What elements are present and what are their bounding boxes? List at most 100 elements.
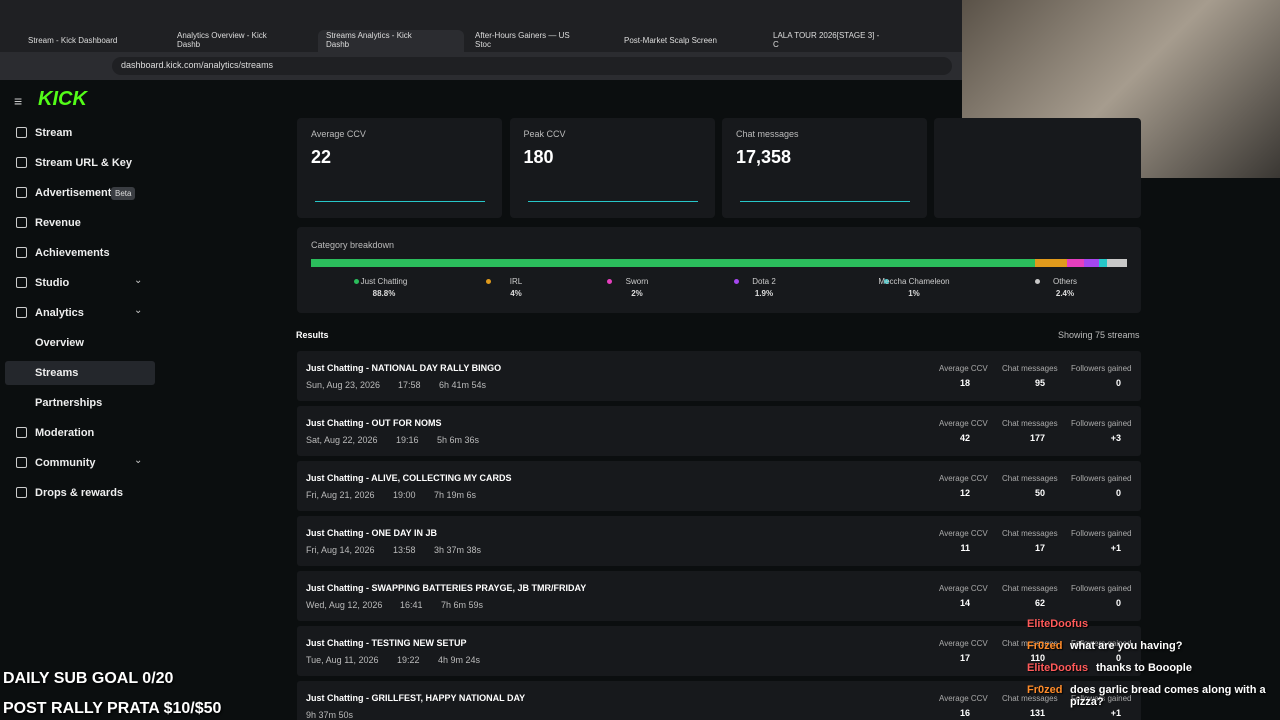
legend-dot <box>734 279 739 284</box>
nav-item[interactable]: Community <box>35 457 96 469</box>
nav-item[interactable]: Moderation <box>35 427 95 439</box>
nav-item[interactable]: Drops & rewards <box>35 487 124 499</box>
column-value: +1 <box>1110 543 1121 553</box>
tab[interactable]: Analytics Overview - Kick Dashb <box>177 30 287 50</box>
category-segment <box>1034 259 1068 267</box>
row-meta: 9h 37m 50s <box>306 710 354 720</box>
nav-icon <box>16 307 27 318</box>
column-label: Chat messages <box>1002 419 1058 428</box>
result-row[interactable] <box>297 571 1141 621</box>
nav-icon <box>16 157 27 168</box>
nav-icon <box>16 457 27 468</box>
tab[interactable]: Stream - Kick Dashboard <box>28 30 138 50</box>
column-value: +3 <box>1110 433 1121 443</box>
chat-user: Fr0zed <box>1027 684 1063 696</box>
nav-item[interactable]: Analytics <box>35 307 84 319</box>
row-title: Just Chatting - SWAPPING BATTERIES PRAYG… <box>306 583 587 593</box>
menu-icon[interactable]: ≡ <box>14 93 23 109</box>
nav-item[interactable]: Stream URL & Key <box>35 157 132 169</box>
column-label: Chat messages <box>1002 364 1058 373</box>
goal-text: POST RALLY PRATA $10/$50 <box>3 700 222 717</box>
nav-icon <box>16 247 27 258</box>
stat-card <box>934 118 1141 218</box>
column-value: 0 <box>1115 378 1121 388</box>
nav-item[interactable]: Stream <box>35 127 73 139</box>
chat-user: EliteDoofus <box>1027 618 1089 630</box>
nav-icon <box>16 487 27 498</box>
results-title: Results <box>296 330 329 340</box>
row-title: Just Chatting - ALIVE, COLLECTING MY CAR… <box>306 473 512 483</box>
chat-message: thanks to Booople <box>1096 662 1192 674</box>
column-value: 14 <box>959 598 970 608</box>
nav-item[interactable]: Studio <box>35 277 70 289</box>
column-label: Average CCV <box>939 529 988 538</box>
result-row[interactable] <box>297 406 1141 456</box>
legend-name: Just Chatting <box>360 277 408 286</box>
result-row[interactable] <box>297 351 1141 401</box>
chevron: ⌄ <box>134 455 143 466</box>
column-label: Followers gained <box>1071 694 1132 703</box>
column-label: Chat messages <box>1002 694 1058 703</box>
nav-item[interactable]: Achievements <box>35 247 110 259</box>
row-meta: 13:58 <box>393 545 416 555</box>
sparkline-baseline <box>527 201 698 202</box>
column-value: 17 <box>1034 543 1045 553</box>
nav-item[interactable]: Partnerships <box>35 397 103 409</box>
result-row[interactable] <box>297 461 1141 511</box>
row-meta: Sat, Aug 22, 2026 <box>306 435 378 445</box>
column-value: 50 <box>1034 488 1045 498</box>
column-value: 42 <box>959 433 970 443</box>
nav-item[interactable]: Revenue <box>35 217 81 229</box>
legend-dot <box>607 279 612 284</box>
legend-name: Others <box>1052 277 1077 286</box>
column-label: Chat messages <box>1002 529 1058 538</box>
nav-icon <box>16 127 27 138</box>
result-row[interactable] <box>297 681 1141 720</box>
column-label: Average CCV <box>939 584 988 593</box>
active-tab-bg <box>318 30 464 52</box>
stat-label: Chat messages <box>736 129 799 139</box>
result-row[interactable] <box>297 516 1141 566</box>
legend-name: Dota 2 <box>752 277 776 286</box>
tab[interactable]: Streams Analytics - Kick Dashb <box>326 30 436 50</box>
nav-item[interactable]: Advertisement <box>35 187 112 199</box>
tab[interactable]: LALA TOUR 2026[STAGE 3] - C <box>773 30 883 50</box>
column-label: Followers gained <box>1071 529 1132 538</box>
url-field[interactable] <box>112 57 952 75</box>
category-segment <box>1107 259 1127 267</box>
row-meta: Fri, Aug 21, 2026 <box>306 490 375 500</box>
tab-title: Post-Market Scalp Screen <box>624 35 717 45</box>
sidebar <box>0 80 160 720</box>
nav-item[interactable]: Streams <box>35 367 79 379</box>
column-value: 177 <box>1029 433 1045 443</box>
legend-value: 2% <box>631 289 643 298</box>
chevron: ⌄ <box>134 275 143 286</box>
column-value: 11 <box>960 543 970 553</box>
column-value: 16 <box>959 708 970 718</box>
tab[interactable]: After-Hours Gainers — US Stoc <box>475 30 585 50</box>
chat-user: Fr0zed <box>1027 640 1063 652</box>
tab-title: Analytics Overview - Kick Dashb <box>177 31 267 49</box>
column-value: 95 <box>1034 378 1045 388</box>
nav-item[interactable]: Overview <box>35 337 84 349</box>
column-label: Chat messages <box>1002 639 1058 648</box>
nav-icon <box>16 277 27 288</box>
row-meta: Wed, Aug 12, 2026 <box>306 600 383 610</box>
column-value: 62 <box>1034 598 1045 608</box>
legend-dot <box>354 279 359 284</box>
logo[interactable]: KICK <box>38 88 87 110</box>
row-meta: 5h 6m 36s <box>437 435 480 445</box>
category-segment <box>1067 259 1084 267</box>
tab-title: After-Hours Gainers — US Stoc <box>475 31 570 49</box>
row-meta: Tue, Aug 11, 2026 <box>306 655 379 665</box>
column-value: +1 <box>1110 708 1121 718</box>
stat-label: Average CCV <box>311 129 366 139</box>
chat-message: does garlic bread comes along with a piz… <box>1070 684 1266 708</box>
legend-value: 88.8% <box>372 289 396 298</box>
tab[interactable]: Post-Market Scalp Screen <box>624 30 734 50</box>
legend-name: Meccha Chameleon <box>878 277 950 286</box>
sparkline-baseline <box>740 201 910 202</box>
result-row[interactable] <box>297 626 1141 676</box>
row-meta: 19:00 <box>393 490 416 500</box>
category-segment <box>1083 259 1100 267</box>
